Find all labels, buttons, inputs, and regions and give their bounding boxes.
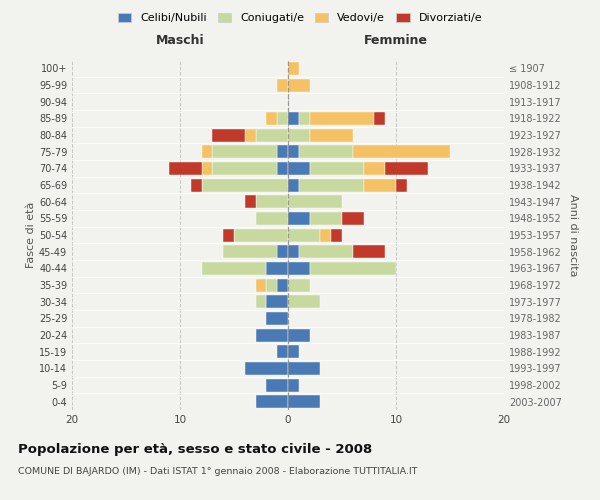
Bar [277,278,288,291]
Y-axis label: Anni di nascita: Anni di nascita [568,194,578,276]
Bar [288,62,299,75]
Bar [342,212,364,225]
Bar [277,162,288,175]
Bar [256,278,266,291]
Y-axis label: Fasce di età: Fasce di età [26,202,36,268]
Bar [277,345,288,358]
Bar [374,112,385,125]
Bar [353,145,450,158]
Bar [288,295,320,308]
Bar [277,78,288,92]
Bar [364,178,396,192]
Bar [385,162,428,175]
Bar [256,128,288,141]
Bar [288,362,320,375]
Bar [288,178,299,192]
Bar [266,262,288,275]
Bar [202,145,212,158]
Bar [288,78,310,92]
Bar [277,112,288,125]
Bar [288,162,310,175]
Bar [234,228,288,241]
Bar [299,178,364,192]
Bar [212,145,277,158]
Bar [256,328,288,342]
Bar [288,378,299,392]
Bar [256,295,266,308]
Bar [310,212,342,225]
Bar [245,128,256,141]
Bar [320,228,331,241]
Bar [245,195,256,208]
Text: COMUNE DI BAJARDO (IM) - Dati ISTAT 1° gennaio 2008 - Elaborazione TUTTITALIA.IT: COMUNE DI BAJARDO (IM) - Dati ISTAT 1° g… [18,468,418,476]
Bar [266,295,288,308]
Bar [310,262,396,275]
Bar [331,228,342,241]
Bar [310,128,353,141]
Bar [288,212,310,225]
Bar [191,178,202,192]
Bar [288,228,320,241]
Bar [288,128,310,141]
Bar [288,112,299,125]
Bar [299,145,353,158]
Bar [310,162,364,175]
Bar [288,328,310,342]
Bar [169,162,202,175]
Bar [256,195,288,208]
Bar [277,245,288,258]
Bar [266,278,277,291]
Bar [288,245,299,258]
Legend: Celibi/Nubili, Coniugati/e, Vedovi/e, Divorziati/e: Celibi/Nubili, Coniugati/e, Vedovi/e, Di… [113,8,487,28]
Bar [256,212,288,225]
Bar [202,162,212,175]
Text: Maschi: Maschi [155,34,205,46]
Text: Popolazione per età, sesso e stato civile - 2008: Popolazione per età, sesso e stato civil… [18,442,372,456]
Text: Femmine: Femmine [364,34,428,46]
Bar [364,162,385,175]
Bar [288,195,342,208]
Bar [288,395,320,408]
Bar [266,312,288,325]
Bar [266,378,288,392]
Bar [299,112,310,125]
Bar [212,128,245,141]
Bar [223,228,234,241]
Bar [223,245,277,258]
Bar [396,178,407,192]
Bar [266,112,277,125]
Bar [277,145,288,158]
Bar [288,145,299,158]
Bar [256,395,288,408]
Bar [212,162,277,175]
Bar [245,362,288,375]
Bar [288,278,310,291]
Bar [310,112,374,125]
Bar [202,178,288,192]
Bar [288,262,310,275]
Bar [288,345,299,358]
Bar [353,245,385,258]
Bar [202,262,266,275]
Bar [299,245,353,258]
